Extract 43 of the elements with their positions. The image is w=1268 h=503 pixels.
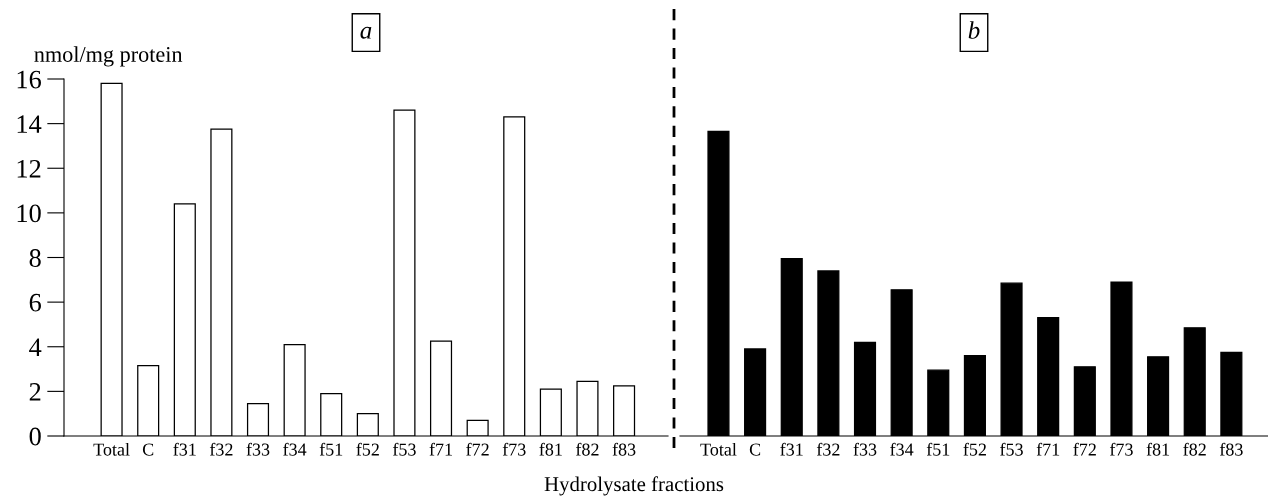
x-tick-label: f72	[466, 442, 489, 456]
x-tick-label: f52	[963, 442, 986, 456]
y-tick-label: 12	[17, 159, 41, 178]
x-tick-label: f72	[1073, 442, 1096, 456]
x-tick-label: C	[142, 443, 154, 456]
y-tick-label: 6	[29, 293, 41, 312]
x-tick-label: f53	[392, 442, 416, 456]
y-tick-label: 10	[17, 204, 41, 223]
x-tick-label: f51	[926, 442, 950, 456]
x-tick-label: f71	[1036, 442, 1060, 456]
x-tick-label: f33	[246, 442, 270, 456]
x-tick-label: f71	[429, 442, 452, 456]
x-tick-label: f53	[1000, 442, 1023, 456]
y-tick-label: 4	[29, 338, 42, 356]
x-tick-label: f81	[1146, 442, 1170, 456]
y-tick-label: 14	[17, 115, 42, 133]
x-tick-label: C	[749, 443, 761, 456]
x-tick-label: f82	[575, 442, 599, 456]
x-tick-label: Total	[700, 442, 737, 456]
x-tick-label: f73	[502, 442, 526, 456]
x-tick-label: f81	[539, 442, 562, 456]
x-tick-label: f32	[816, 442, 840, 456]
x-tick-label: f32	[209, 442, 233, 456]
x-tick-label: f31	[173, 442, 196, 456]
x-tick-label: f83	[612, 442, 636, 456]
y-tick-label: 0	[29, 427, 41, 446]
y-tick-label: 2	[29, 383, 41, 401]
x-tick-label: f34	[890, 442, 914, 456]
x-tick-label: f52	[356, 442, 379, 456]
y-tick-label: 8	[29, 249, 41, 267]
x-tick-label: f51	[319, 442, 343, 456]
x-axis-title: Hydrolysate fractions	[544, 476, 724, 496]
x-tick-label: f82	[1183, 442, 1206, 456]
chart-title: a	[360, 26, 372, 39]
x-tick-label: f31	[780, 442, 803, 456]
x-tick-label: f34	[283, 442, 307, 456]
x-tick-label: f73	[1109, 442, 1133, 456]
y-axis-title: nmol/mg protein	[34, 46, 183, 67]
x-tick-label: Total	[93, 442, 130, 456]
y-tick-label: 16	[17, 70, 41, 89]
x-tick-label: f83	[1219, 442, 1243, 456]
x-tick-label: f33	[853, 442, 877, 456]
chart-title: b	[968, 21, 980, 39]
